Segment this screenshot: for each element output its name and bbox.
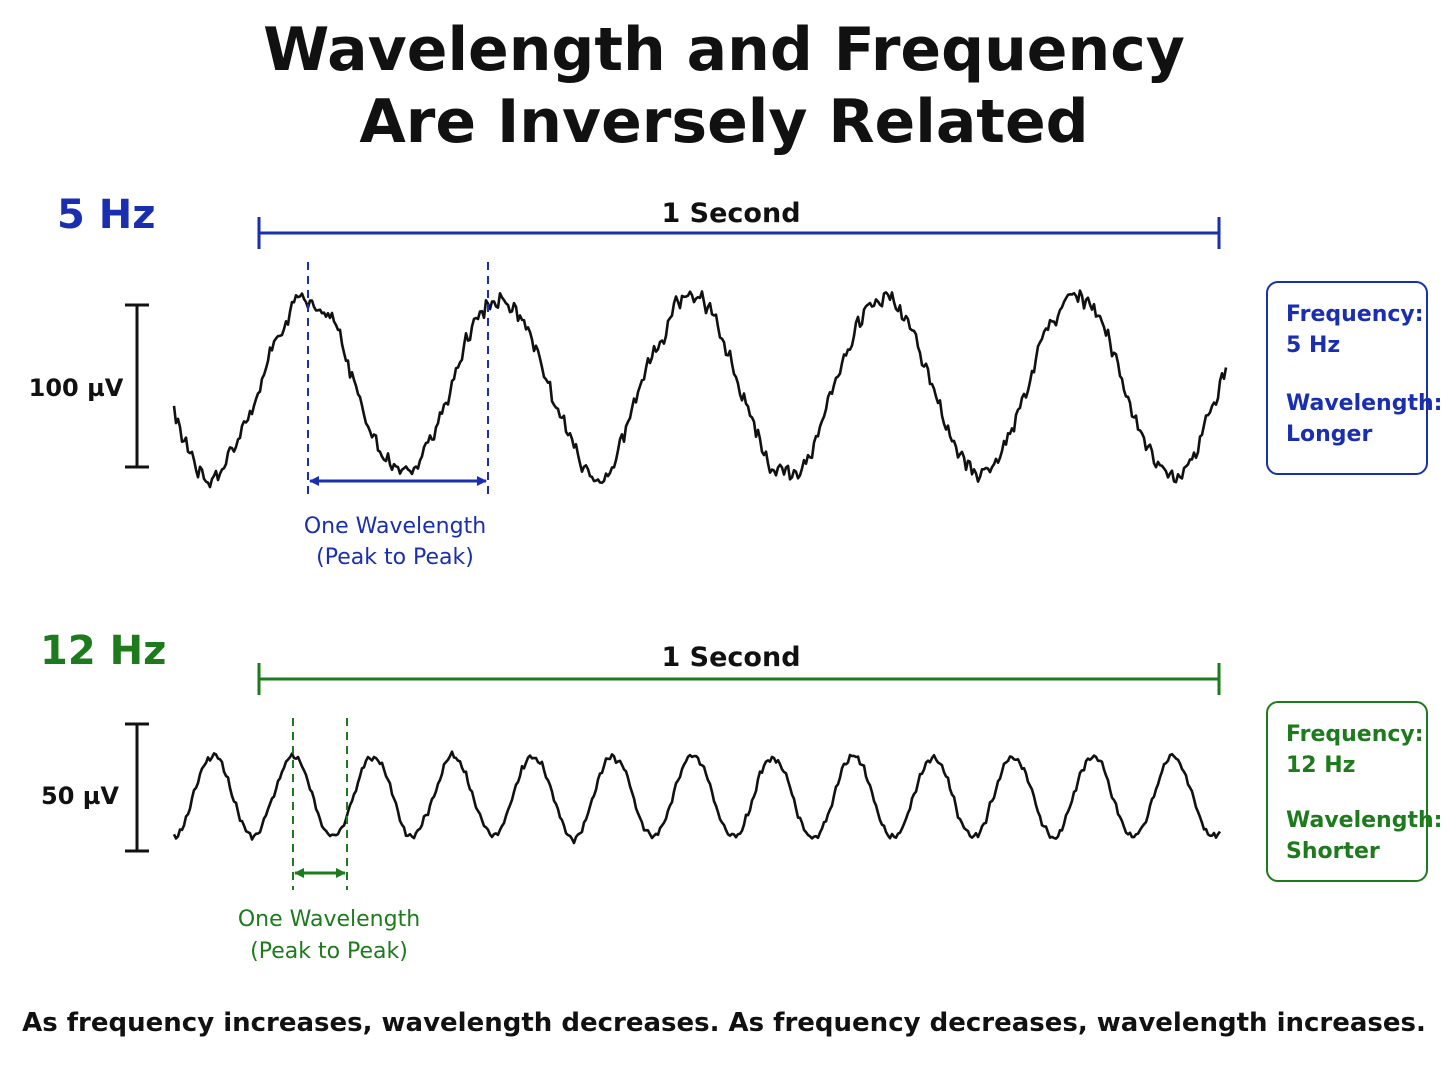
title-line-2: Are Inversely Related [359, 87, 1089, 157]
eeg-waveform-12hz [172, 750, 1222, 845]
wavelength-caption-5hz-line2: (Peak to Peak) [316, 545, 474, 570]
eeg-waveform-5hz [172, 289, 1228, 489]
amplitude-scale-bar-12hz [125, 722, 149, 853]
info-frequency-label-12hz: Frequency: [1286, 722, 1424, 747]
info-wavelength-value-5hz: Longer [1286, 422, 1373, 447]
one-second-bracket-5hz [257, 217, 1221, 249]
one-second-bracket-12hz [257, 663, 1221, 695]
amplitude-scale-bar-5hz [125, 303, 149, 469]
panel-12hz: 12 Hz 1 Second 50 µV One Wavelength (Pea… [40, 628, 1222, 964]
info-frequency-value-12hz: 12 Hz [1286, 753, 1356, 778]
info-wavelength-label-12hz: Wavelength: [1286, 808, 1443, 833]
info-frequency-value-5hz: 5 Hz [1286, 333, 1341, 358]
info-frequency-label-5hz: Frequency: [1286, 302, 1424, 327]
info-wavelength-label-5hz: Wavelength: [1286, 391, 1443, 416]
wavelength-caption-12hz-line1: One Wavelength [238, 907, 420, 932]
wavelength-caption-5hz-line1: One Wavelength [304, 514, 486, 539]
panel-5hz: 5 Hz 1 Second 100 µV One Wavelength (Pea… [29, 192, 1228, 570]
title-line-1: Wavelength and Frequency [263, 15, 1185, 85]
duration-label-12hz: 1 Second [661, 642, 800, 673]
info-box-5hz: Frequency: 5 Hz Wavelength: Longer [1266, 281, 1443, 475]
frequency-label-12hz: 12 Hz [40, 628, 166, 674]
wavelength-caption-12hz-line2: (Peak to Peak) [250, 939, 408, 964]
info-box-12hz: Frequency: 12 Hz Wavelength: Shorter [1266, 701, 1443, 882]
frequency-label-5hz: 5 Hz [57, 192, 156, 238]
footer-caption: As frequency increases, wavelength decre… [22, 1008, 1426, 1038]
duration-label-5hz: 1 Second [661, 198, 800, 229]
info-wavelength-value-12hz: Shorter [1286, 839, 1380, 864]
amplitude-label-12hz: 50 µV [41, 782, 119, 810]
amplitude-label-5hz: 100 µV [29, 374, 124, 402]
diagram-title: Wavelength and Frequency Are Inversely R… [0, 14, 1448, 158]
